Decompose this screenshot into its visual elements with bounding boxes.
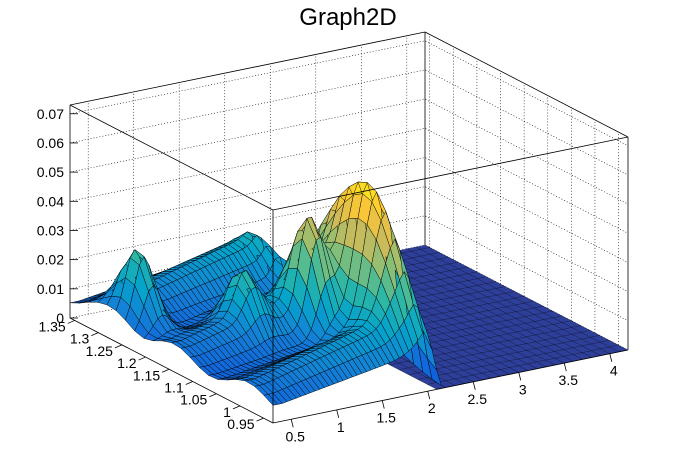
x-tick — [472, 381, 476, 390]
chart-title: Graph2D — [299, 4, 396, 31]
axes: 0 0.01 0.02 0.03 0.04 0.05 0.06 0.07 0.5 1 1.5 2 2.5… — [37, 106, 618, 445]
grid-line-z — [69, 40, 629, 147]
floor-mesh-line — [417, 340, 610, 380]
x-tick-label: 0.5 — [285, 428, 305, 444]
z-tick-label: 0.01 — [37, 281, 64, 297]
grid-line-z — [69, 98, 629, 205]
x-tick — [290, 419, 294, 428]
box-edge — [69, 104, 274, 211]
box-edge — [69, 31, 426, 106]
x-tick — [427, 391, 431, 400]
grid-line-z — [69, 186, 629, 292]
y-tick-label: 1 — [223, 404, 231, 420]
floor-mesh-line — [397, 250, 601, 356]
floor-mesh-line — [408, 335, 600, 375]
x-tick-label: 2.5 — [468, 391, 488, 407]
z-tick-label: 0.03 — [37, 222, 64, 238]
box-edge — [69, 317, 274, 424]
z-tick-label: 0.05 — [37, 164, 64, 180]
y-tick-label: 0.95 — [227, 416, 254, 432]
x-tick-label: 1 — [337, 419, 345, 435]
floor-mesh-line — [424, 244, 629, 351]
x-tick — [518, 372, 522, 381]
y-tick — [185, 381, 193, 385]
z-tick-label: 0.04 — [37, 193, 64, 209]
y-tick-label: 1.15 — [133, 367, 160, 383]
floor-mesh-line — [406, 248, 610, 354]
y-tick — [67, 320, 75, 324]
x-tick-label: 4 — [610, 363, 618, 379]
floor-mesh-line — [427, 344, 619, 385]
y-tick — [114, 344, 123, 349]
z-tick-label: 0.07 — [37, 106, 64, 122]
x-tick-label: 3 — [519, 381, 527, 397]
grid-line-z — [69, 69, 629, 176]
x-tick — [563, 363, 567, 372]
floor-mesh-line — [379, 254, 583, 360]
y-tick — [161, 368, 170, 373]
z-tick-label: 0.06 — [37, 135, 64, 151]
y-tick-label: 1.2 — [117, 355, 137, 371]
grid-line-z — [69, 157, 629, 263]
box-edge — [424, 31, 629, 138]
y-tick — [138, 356, 146, 361]
y-tick-label: 1.05 — [180, 392, 207, 408]
x-tick-label: 2 — [428, 400, 436, 416]
floor-mesh-line — [388, 252, 592, 358]
x-tick — [381, 400, 385, 409]
x-tick — [336, 409, 340, 418]
box-edge — [272, 349, 629, 424]
surface-cell — [427, 358, 442, 387]
x-tick-label: 3.5 — [559, 372, 579, 388]
x-tick — [609, 353, 613, 362]
z-tick-label: 0.02 — [37, 252, 64, 268]
bounding-box — [69, 31, 629, 424]
floor-mesh-line — [415, 246, 619, 353]
y-tick — [256, 417, 264, 422]
surface-mesh — [69, 181, 442, 406]
y-tick — [91, 332, 99, 337]
y-tick — [232, 405, 241, 410]
y-tick-label: 1.1 — [164, 379, 184, 395]
y-tick-label: 1.35 — [38, 318, 65, 334]
y-tick-label: 1.25 — [86, 343, 113, 359]
x-tick-label: 1.5 — [376, 410, 396, 426]
z-tick-label: 0 — [56, 310, 64, 326]
y-tick-label: 1.3 — [70, 331, 90, 347]
grid-line-z — [69, 127, 629, 234]
y-tick — [209, 393, 217, 398]
box-edge — [272, 136, 629, 211]
